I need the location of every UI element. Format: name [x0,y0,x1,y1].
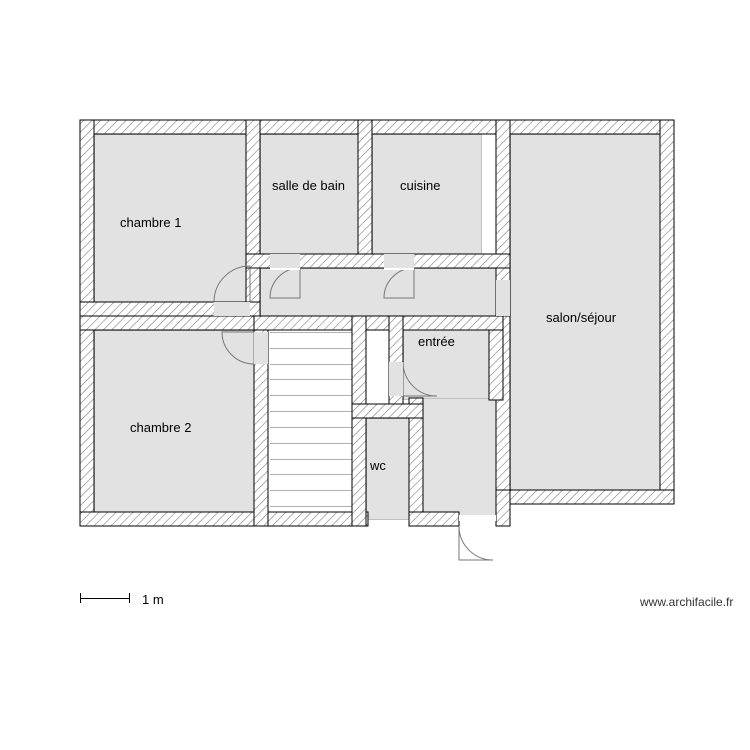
attribution-link[interactable]: www.archifacile.fr [640,595,733,609]
label-salon: salon/séjour [546,310,616,325]
scale-bar [80,598,130,599]
label-salle-de-bain: salle de bain [272,178,345,193]
label-cuisine: cuisine [400,178,440,193]
label-chambre1: chambre 1 [120,215,181,230]
scale-label: 1 m [142,592,164,607]
walls-svg [0,0,750,750]
label-chambre2: chambre 2 [130,420,191,435]
floor-plan: chambre 1 salle de bain cuisine salon/sé… [0,0,750,750]
label-wc: wc [370,458,386,473]
label-entree: entrée [418,334,455,349]
